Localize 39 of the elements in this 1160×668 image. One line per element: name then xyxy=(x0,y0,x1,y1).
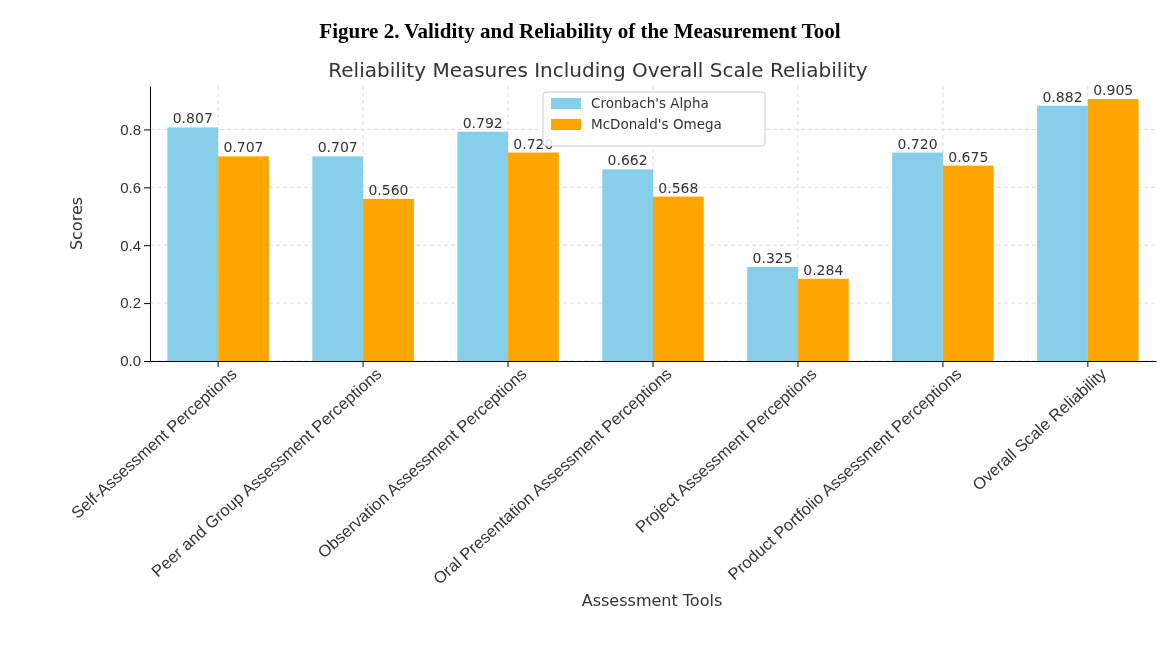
data-label: 0.882 xyxy=(1042,88,1083,105)
data-label: 0.284 xyxy=(803,261,844,278)
data-label: 0.720 xyxy=(897,135,938,152)
y-tick-label: 0.0 xyxy=(120,352,141,370)
data-label: 0.560 xyxy=(368,181,409,198)
legend-label: McDonald's Omega xyxy=(591,116,722,132)
bar xyxy=(747,266,798,361)
data-label: 0.792 xyxy=(462,114,503,131)
bar xyxy=(1037,105,1088,361)
data-label: 0.662 xyxy=(607,152,648,169)
bar xyxy=(942,165,994,361)
data-label: 0.568 xyxy=(658,179,699,196)
chart-title: Figure 2. Validity and Reliability of the Measurement Tool xyxy=(319,19,841,43)
y-tick-label: 0.8 xyxy=(120,120,141,138)
legend-label: Cronbach's Alpha xyxy=(591,95,709,111)
bar xyxy=(312,156,364,361)
bar xyxy=(218,156,269,361)
bar xyxy=(602,169,653,361)
bar xyxy=(167,127,219,361)
chart-subtitle: Reliability Measures Including Overall Scale Reliability xyxy=(328,58,868,82)
bar xyxy=(892,152,943,361)
y-tick-label: 0.6 xyxy=(120,178,141,196)
y-axis-title: Scores xyxy=(67,196,86,251)
bar xyxy=(797,278,849,361)
data-label: 0.807 xyxy=(172,110,213,127)
data-label: 0.707 xyxy=(223,139,264,156)
y-tick-label: 0.4 xyxy=(120,236,141,254)
bar xyxy=(653,196,704,361)
bar xyxy=(508,152,559,361)
bar xyxy=(457,131,509,361)
data-label: 0.720 xyxy=(513,135,554,152)
data-label: 0.905 xyxy=(1093,82,1134,99)
data-label: 0.325 xyxy=(752,249,793,266)
data-label: 0.675 xyxy=(948,148,989,165)
data-label: 0.707 xyxy=(317,139,358,156)
bar xyxy=(363,198,414,361)
bar xyxy=(1087,99,1139,361)
y-tick-label: 0.2 xyxy=(120,294,141,312)
x-axis-title: Assessment Tools xyxy=(581,590,723,610)
